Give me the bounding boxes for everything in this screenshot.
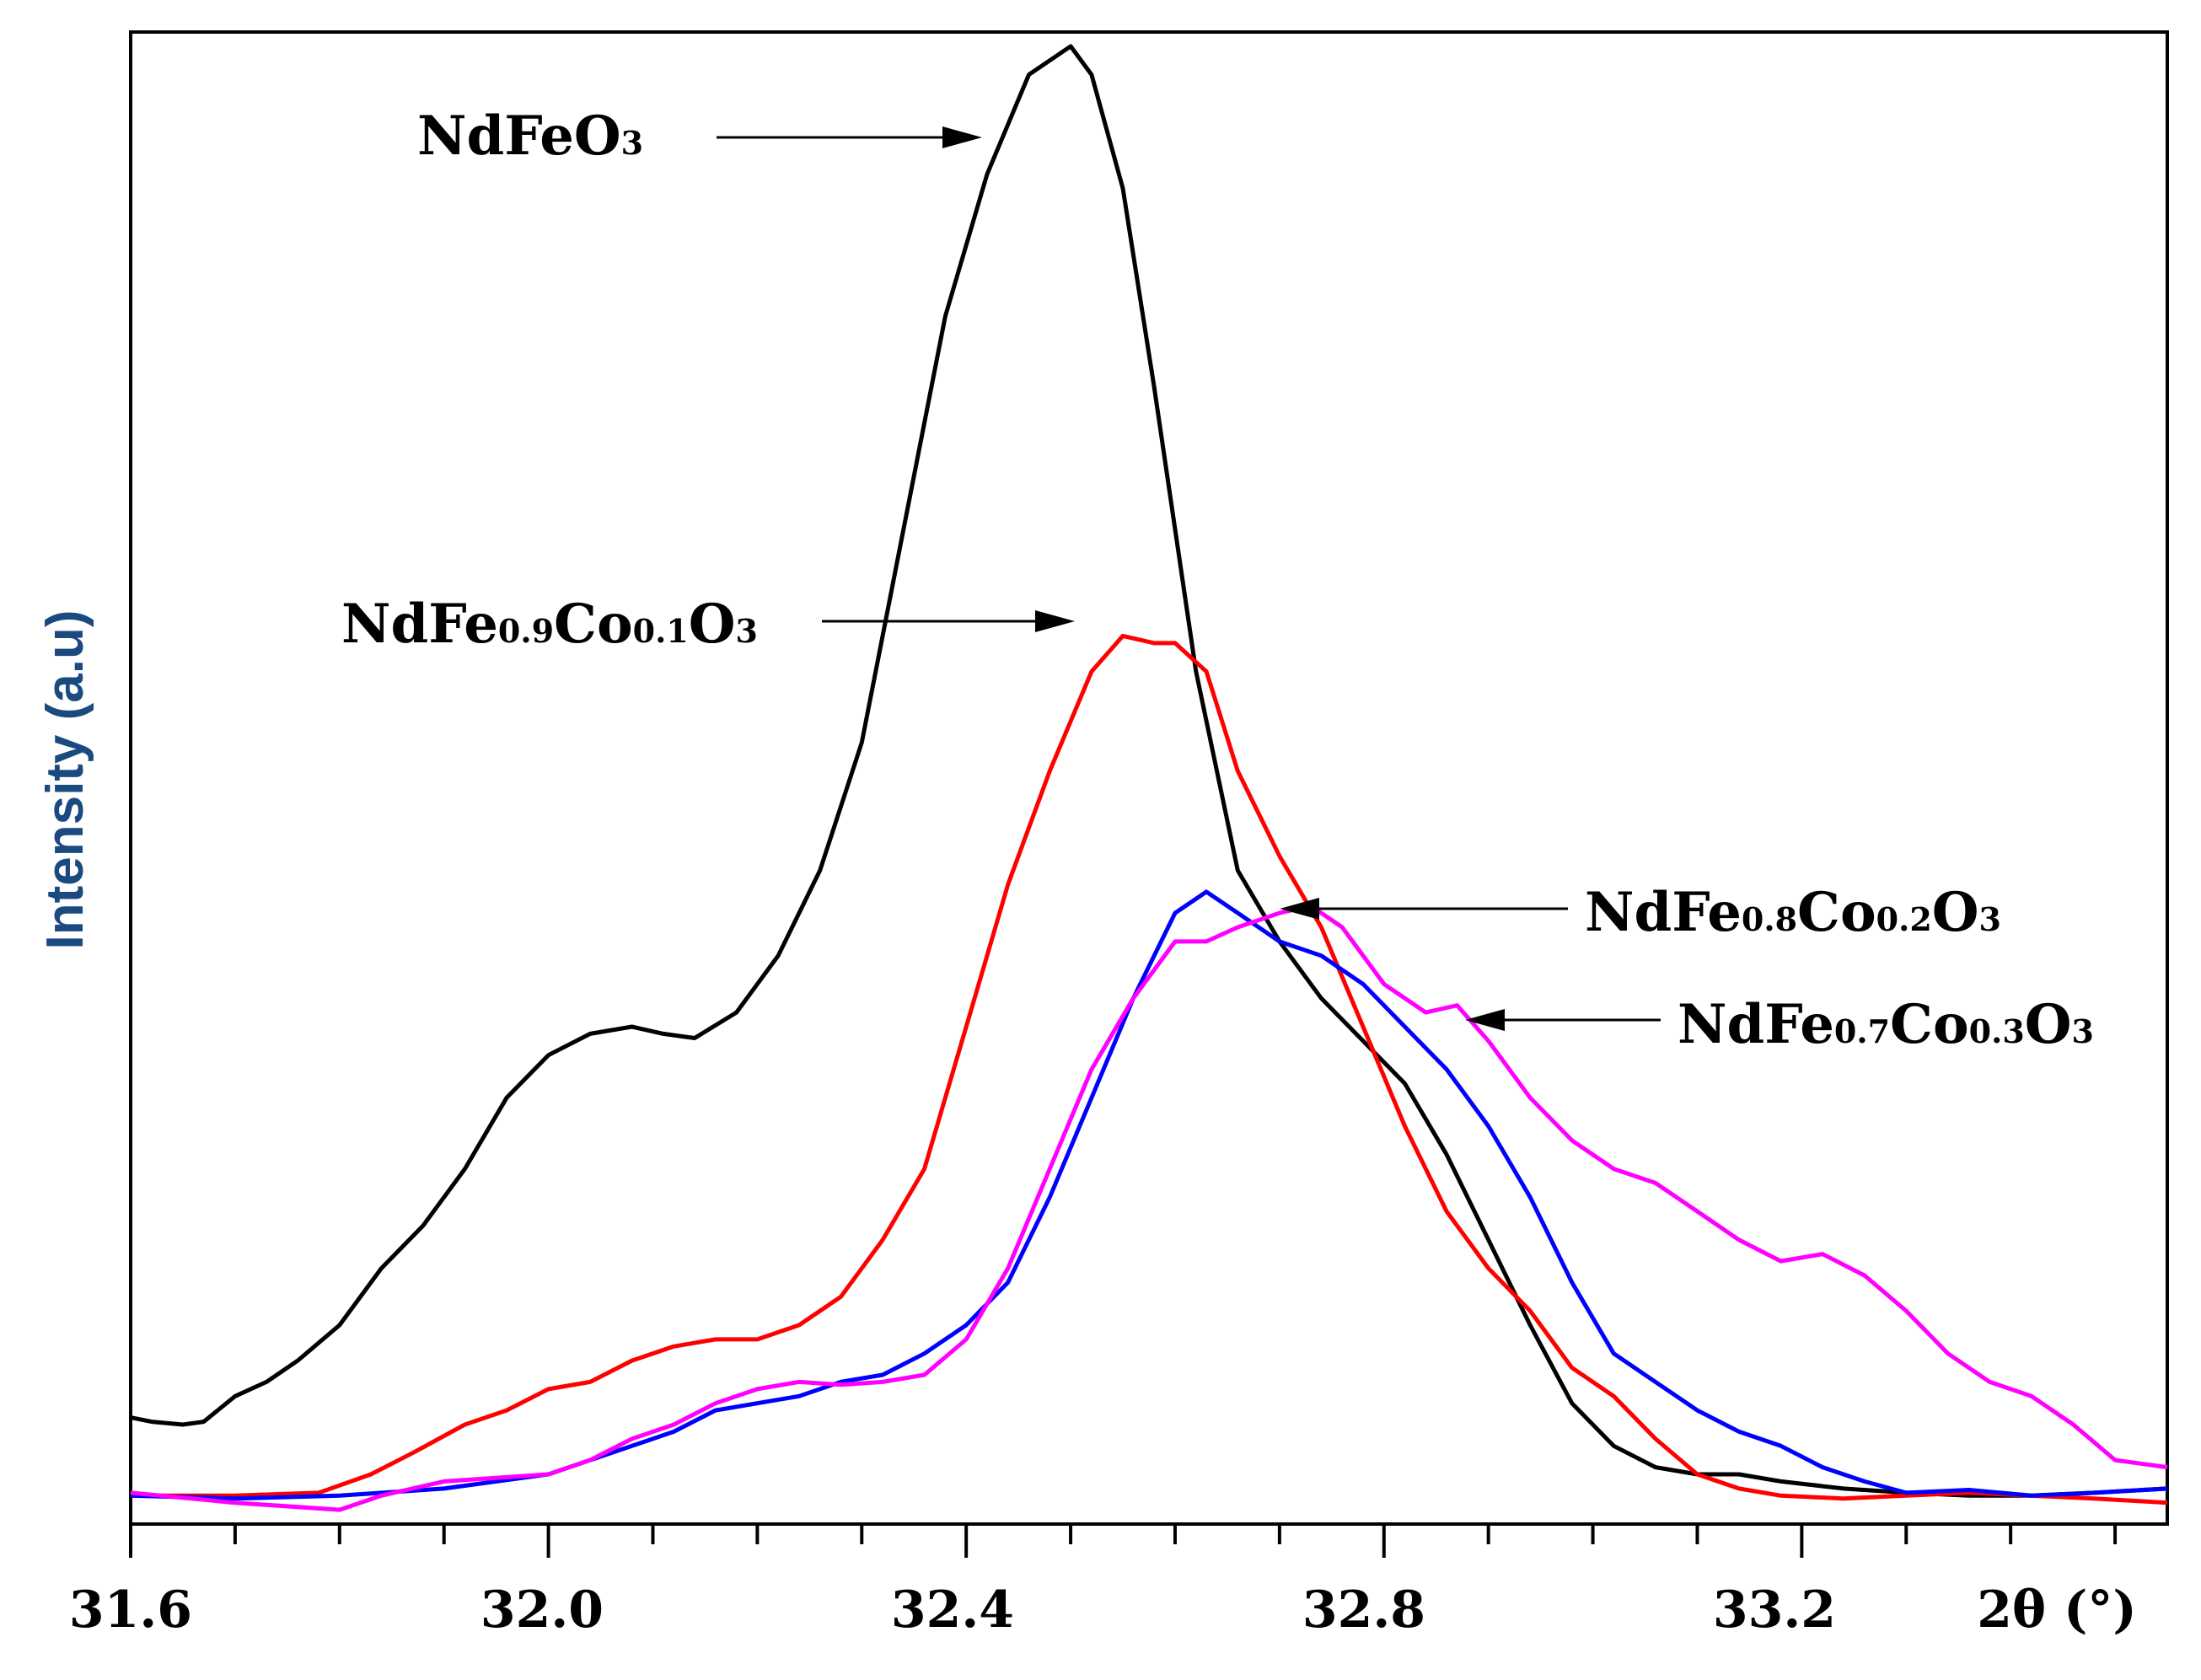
x-tick-label-32-8: 32.8 [1302, 1581, 1425, 1640]
anno-part: NdFe [1678, 993, 1834, 1056]
plot-frame [129, 30, 2169, 1526]
series-layer [130, 44, 2168, 1512]
annotation-arrowhead-ndfe07co03o3 [1465, 1009, 1505, 1031]
annotation-ndfe09co01o3: NdFe0.9Co0.1O3 [341, 593, 758, 656]
anno-part: Co [1797, 881, 1876, 944]
x-axis-ticks [129, 1524, 2118, 1558]
anno-sub: 3 [736, 612, 758, 650]
anno-part: O [1932, 881, 1979, 944]
anno-sub: 0.1 [633, 612, 689, 650]
x-tick-label-32-4: 32.4 [891, 1581, 1014, 1640]
x-tick-label-32-0: 32.0 [480, 1581, 604, 1640]
annotation-arrowhead-ndfe09co01o3 [1035, 610, 1075, 632]
series-line-ndfe09co01o3 [131, 633, 2168, 1506]
annotation-ndfe07co03o3: NdFe0.7Co0.3O3 [1678, 993, 2094, 1056]
series-line-ndfe07co03o3 [130, 904, 2168, 1512]
annotation-ndfeo3: NdFeO3 [417, 105, 643, 168]
series-line-ndfe08co02o3 [130, 889, 2168, 1501]
anno-part: O [689, 593, 736, 656]
anno-part: NdFe [417, 105, 574, 168]
anno-sub: 3 [2072, 1012, 2094, 1050]
anno-sub: 0.9 [498, 612, 554, 650]
anno-sub: 3 [621, 124, 643, 162]
annotation-arrowhead-ndfeo3 [942, 126, 982, 148]
anno-sub: 0.7 [1834, 1012, 1890, 1050]
anno-part: NdFe [341, 593, 498, 656]
anno-sub: 0.8 [1742, 900, 1797, 938]
x-tick-label-33-2: 33.2 [1713, 1581, 1836, 1640]
anno-part: O [574, 105, 621, 168]
anno-sub: 3 [1979, 900, 2001, 938]
series-line-ndfeo3 [130, 44, 2168, 1498]
anno-sub: 0.3 [1969, 1012, 2025, 1050]
anno-sub: 0.2 [1876, 900, 1932, 938]
anno-part: O [2025, 993, 2072, 1056]
anno-part: Co [1890, 993, 1969, 1056]
x-tick-label-31-6: 31.6 [69, 1581, 192, 1640]
annotation-ndfe08co02o3: NdFe0.8Co0.2O3 [1585, 881, 2001, 944]
y-axis-label: Intensity (a.u) [36, 609, 94, 949]
anno-part: Co [554, 593, 633, 656]
x-axis-label: 2θ (°) [1977, 1581, 2136, 1640]
annotation-arrowhead-ndfe08co02o3 [1280, 898, 1319, 920]
anno-part: NdFe [1585, 881, 1742, 944]
